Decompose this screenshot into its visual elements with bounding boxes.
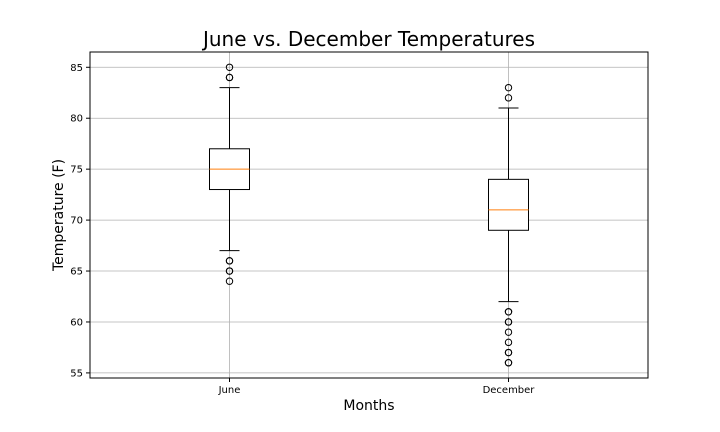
y-tick-label: 85 [70, 63, 83, 74]
plot-frame [89, 51, 649, 379]
plot-area [209, 63, 529, 367]
outlier-point [504, 328, 513, 336]
y-tick-label: 80 [70, 114, 83, 125]
outlier-point [504, 308, 513, 316]
x-tick-label: June [218, 385, 241, 396]
outlier-point [225, 257, 234, 265]
outlier-point [225, 73, 234, 82]
outlier-point [504, 83, 513, 92]
box-group-december [488, 83, 529, 367]
outlier-point [504, 94, 513, 102]
x-axis-label: Months [343, 398, 394, 414]
x-tick-label: December [483, 385, 536, 396]
box-group-june [209, 63, 250, 285]
y-axis-label: Temperature (F) [51, 159, 67, 272]
outlier-point [504, 359, 513, 367]
axes: 55 60 65 70 75 80 85 June December [70, 63, 535, 396]
y-tick-label: 75 [70, 165, 83, 176]
outlier-point [504, 338, 513, 347]
outlier-point [504, 318, 513, 326]
outlier-point [225, 63, 234, 71]
y-tick-label: 60 [70, 317, 83, 328]
chart-title: June vs. December Temperatures [201, 27, 535, 51]
y-tick-label: 70 [70, 216, 83, 227]
iqr-box [488, 178, 529, 231]
grid-lines [90, 52, 648, 378]
y-tick-label: 65 [70, 267, 83, 278]
outlier-point [225, 267, 234, 275]
y-tick-label: 55 [70, 368, 83, 379]
outlier-point [504, 348, 513, 357]
outlier-point [225, 277, 234, 285]
